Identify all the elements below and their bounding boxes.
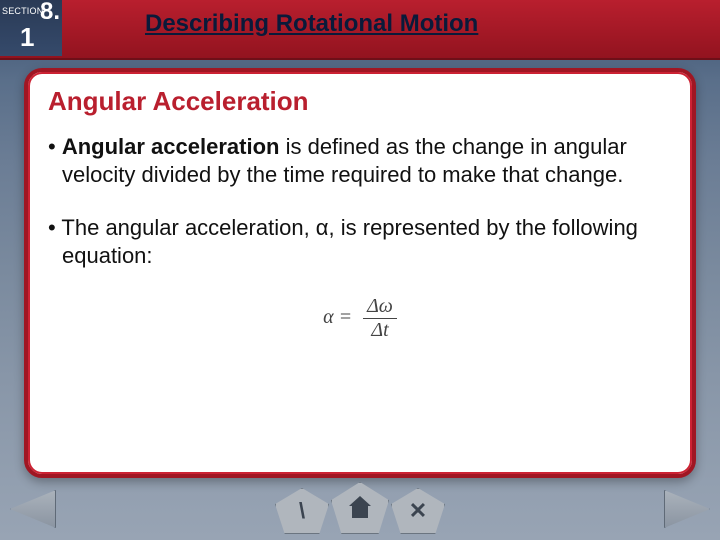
bullet-1-bold: Angular acceleration	[62, 134, 280, 159]
equation: α = Δω Δt	[323, 295, 397, 342]
next-button[interactable]	[664, 490, 710, 528]
nav-home-pentagon[interactable]	[331, 482, 389, 534]
bullet-2: The angular acceleration, α, is represen…	[62, 214, 672, 269]
section-box: SECTION 8. 1	[0, 0, 62, 56]
equation-denominator: Δt	[363, 319, 397, 342]
equation-fraction: Δω Δt	[363, 295, 397, 342]
nav-center-cluster: \ ✕	[274, 482, 446, 534]
section-label: SECTION	[2, 6, 43, 16]
chapter-title: Describing Rotational Motion	[145, 10, 478, 38]
content-panel: Angular Acceleration Angular acceleratio…	[24, 68, 696, 478]
close-icon: ✕	[409, 498, 427, 524]
equation-lhs: α	[323, 306, 334, 328]
equation-block: α = Δω Δt	[48, 295, 672, 342]
nav-close-pentagon[interactable]: ✕	[391, 488, 445, 534]
prev-button[interactable]	[10, 490, 56, 528]
bullet-1: Angular acceleration is defined as the c…	[62, 133, 672, 188]
equation-numerator: Δω	[363, 295, 397, 319]
equation-relation: =	[339, 306, 353, 328]
backslash-icon: \	[299, 498, 305, 524]
nav-back-pentagon[interactable]: \	[275, 488, 329, 534]
content-subtitle: Angular Acceleration	[48, 86, 672, 117]
bullet-2-rest: The angular acceleration, α, is represen…	[61, 215, 638, 268]
section-number-major: 8.	[40, 0, 60, 26]
slide: SECTION 8. 1 Describing Rotational Motio…	[0, 0, 720, 540]
home-icon	[349, 498, 371, 518]
nav-footer: \ ✕	[0, 482, 720, 536]
section-number-minor: 1	[20, 22, 34, 53]
